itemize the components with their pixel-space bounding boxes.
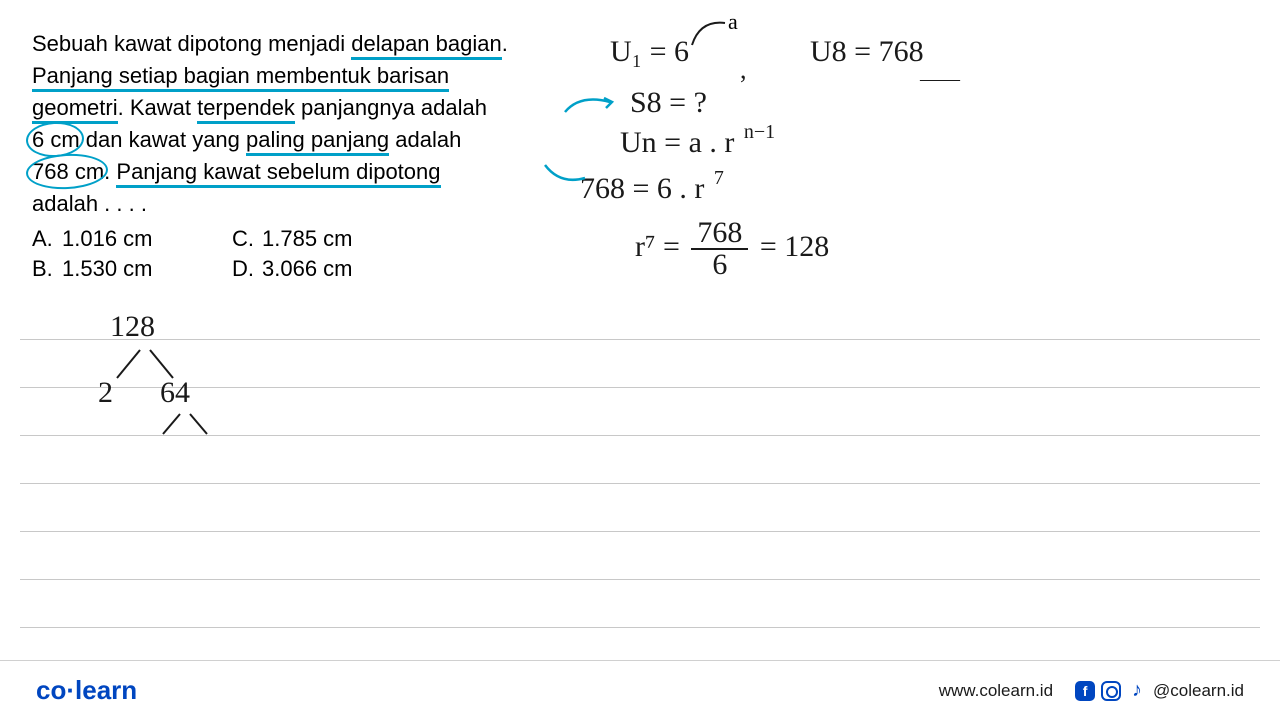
underline-delapan: delapan bagian — [351, 31, 501, 60]
option-d: D.3.066 cm — [232, 256, 432, 282]
answer-options: A.1.016 cm C.1.785 cm B.1.530 cm D.3.066… — [32, 226, 552, 282]
facebook-icon: f — [1075, 681, 1095, 701]
ruled-background — [20, 292, 1260, 628]
social-icons: f ♪ @colearn.id — [1075, 681, 1244, 701]
hand-tree-64: 64 — [160, 376, 190, 410]
tiktok-icon: ♪ — [1127, 681, 1147, 701]
footer-url: www.colearn.id — [939, 681, 1053, 701]
arrow-768 — [540, 160, 590, 196]
underline-terpendek: terpendek — [197, 95, 295, 124]
hand-un-formula: Un = a . r n−1 — [620, 126, 773, 160]
problem-text: Sebuah kawat dipotong menjadi delapan ba… — [32, 28, 552, 220]
underline-geometri: geometri — [32, 95, 118, 124]
tree-branches-2 — [155, 412, 225, 442]
hand-tree-128: 128 — [110, 310, 155, 344]
hand-eq1: 768 = 6 . r 7 — [580, 172, 722, 206]
svg-text:a: a — [728, 9, 738, 34]
social-handle: @colearn.id — [1153, 681, 1244, 701]
underline-barisan: Panjang setiap bagian membentuk barisan — [32, 63, 449, 92]
hand-u8: U8 = 768 — [810, 35, 924, 69]
circle-6cm: 6 cm — [32, 124, 80, 156]
hand-u1: U₁ = 6 a , — [610, 35, 689, 69]
option-b: B.1.530 cm — [32, 256, 232, 282]
hand-s8: S8 = ? — [630, 86, 707, 120]
logo: co·learn — [36, 675, 137, 706]
hand-tree-2: 2 — [98, 376, 113, 410]
circle-768cm: 768 cm — [32, 156, 104, 188]
option-c: C.1.785 cm — [232, 226, 432, 252]
arrow-u1-to-a: a — [690, 15, 740, 55]
arrow-s8 — [560, 92, 620, 128]
hand-r7: r⁷ = 768 6 = 128 — [635, 218, 829, 280]
problem-block: Sebuah kawat dipotong menjadi delapan ba… — [32, 28, 552, 282]
hand-u8-underline: —— — [920, 68, 960, 91]
option-a: A.1.016 cm — [32, 226, 232, 252]
instagram-icon — [1101, 681, 1121, 701]
underline-panjang: paling panjang — [246, 127, 389, 156]
underline-sebelum: Panjang kawat sebelum dipotong — [116, 159, 440, 188]
footer: co·learn www.colearn.id f ♪ @colearn.id — [0, 660, 1280, 720]
